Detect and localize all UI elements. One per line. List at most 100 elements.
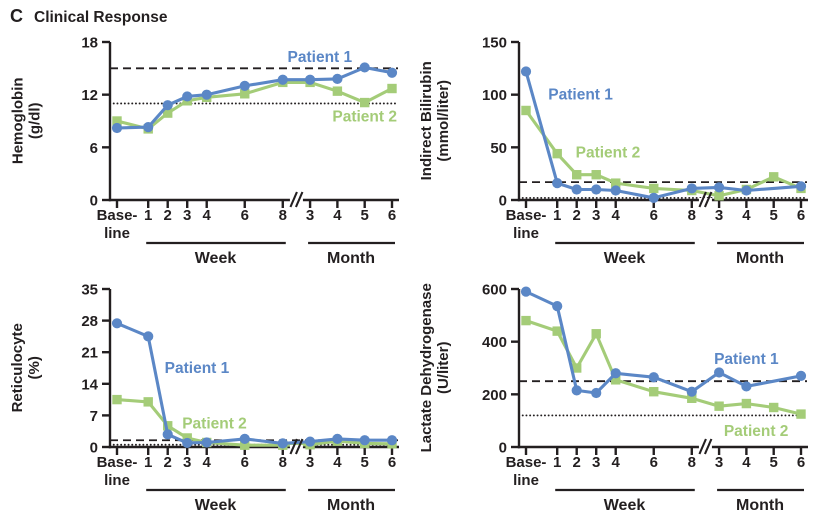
baseline-label: Base- [97, 454, 138, 471]
patient-1-label: Patient 1 [548, 87, 613, 104]
y-tick-label: 21 [81, 345, 98, 362]
circle-data-point-marker [359, 62, 370, 73]
baseline-label: line [513, 472, 539, 489]
circle-data-point-marker [386, 67, 398, 78]
circle-data-point-marker [648, 372, 659, 383]
patient-2-series: Patient 2 [521, 105, 806, 201]
circle-data-point-marker [332, 433, 343, 444]
circle-data-point-marker [277, 74, 288, 85]
axis-break-slash [294, 191, 304, 208]
y-axis-title-text: Indirect Bilirubin (mmol/liter) [418, 61, 453, 180]
circle-data-point-marker [162, 429, 173, 440]
x-tick-label: 3 [183, 207, 191, 224]
y-tick-label: 200 [482, 387, 507, 404]
patient-2-label: Patient 2 [182, 416, 247, 433]
y-tick-label: 28 [81, 313, 98, 330]
square-data-point-marker [240, 440, 250, 450]
patient-2-label: Patient 2 [724, 423, 789, 440]
square-data-point-marker [240, 89, 250, 99]
x-tick-label: 3 [715, 454, 723, 471]
circle-data-point-marker [304, 74, 316, 85]
y-tick-label: 0 [499, 440, 507, 457]
month-axis-label: Month [736, 497, 784, 514]
x-tick-label: 5 [361, 454, 369, 471]
x-tick-label: 3 [715, 207, 723, 224]
week-axis-label: Week [195, 497, 237, 514]
circle-data-point-marker [143, 331, 154, 342]
square-data-point-marker [768, 402, 779, 413]
circle-data-point-marker [648, 192, 659, 203]
circle-data-point-marker [201, 437, 212, 448]
axis-break-gap [289, 198, 303, 202]
square-data-point-marker [611, 375, 621, 385]
y-axis-title-line1: Hemoglobin [9, 77, 27, 165]
axes: 0 50 100 150 [482, 35, 808, 210]
x-tick-label: 3 [592, 207, 600, 224]
axis-break-slash [698, 191, 707, 208]
y-tick-label: 0 [90, 193, 98, 210]
x-tick-label: 3 [306, 454, 314, 471]
y-tick-label: 0 [499, 193, 507, 210]
square-data-point-marker [143, 397, 153, 407]
baseline-label: Base- [97, 207, 138, 224]
chart-cell-lactate-dehydrogenase: Lactate Dehydrogenase (U/liter) 0 200 400 6… [409, 273, 818, 520]
baseline-label: line [104, 225, 130, 242]
x-tick-label: 2 [164, 454, 172, 471]
x-tick-label: 4 [742, 454, 751, 471]
x-tick-label: 4 [203, 454, 212, 471]
circle-data-point-marker [304, 436, 316, 447]
circle-data-point-marker [610, 185, 621, 196]
x-tick-label: 6 [650, 454, 658, 471]
square-data-point-marker [552, 326, 562, 336]
square-data-point-marker [611, 178, 621, 188]
y-axis-title-line2: (U/liter) [435, 341, 453, 395]
baseline-label: line [513, 225, 539, 242]
square-data-point-marker [687, 393, 697, 403]
chart-cell-indirect-bilirubin: Indirect Bilirubin (mmol/liter) 0 50 100 15… [409, 26, 818, 273]
x-tick-label: 3 [592, 454, 600, 471]
x-tick-label: 2 [573, 454, 581, 471]
y-tick-label: 7 [90, 408, 98, 425]
y-axis-title-hemoglobin: Hemoglobin (g/dl) [0, 26, 54, 216]
y-axis-title-text: Reticulocyte (%) [9, 323, 44, 412]
baseline-label: Base- [506, 454, 547, 471]
circle-data-point-marker [359, 435, 370, 446]
square-data-point-marker [714, 191, 724, 201]
square-data-point-marker [521, 315, 531, 326]
patient-1-series: Patient 1 [520, 66, 807, 203]
x-tick-label: 5 [770, 454, 778, 471]
x-tick-label: 4 [612, 454, 621, 471]
x-tick-label: 8 [688, 207, 696, 224]
square-data-point-marker [332, 86, 343, 96]
x-tick-label: 1 [144, 454, 152, 471]
patient-2-label: Patient 2 [576, 145, 641, 162]
x-tick-label: 1 [144, 207, 152, 224]
square-data-point-marker [714, 401, 724, 411]
y-tick-label: 150 [482, 35, 507, 52]
chart-cell-reticulocyte: Reticulocyte (%) 0 7 14 21 28 35 Base-line 1 2 3 4… [0, 273, 409, 520]
circle-data-point-marker [591, 184, 602, 195]
month-axis-label: Month [327, 250, 375, 267]
x-tick-label: 4 [742, 207, 751, 224]
circle-data-point-marker [686, 183, 697, 194]
circle-data-point-marker [182, 437, 193, 449]
patient-2-label: Patient 2 [332, 109, 397, 126]
axes: 0 7 14 21 28 35 [81, 282, 399, 457]
charts-grid: Hemoglobin (g/dl) 0 6 12 18 Base-line 1 2 3 4 6 8 3… [0, 26, 818, 521]
circle-data-point-marker [571, 184, 582, 195]
y-tick-label: 35 [81, 282, 98, 299]
circle-data-point-marker [143, 122, 154, 133]
figure-panel-header: C Clinical Response [10, 6, 168, 27]
circle-data-point-marker [552, 178, 563, 189]
x-tick-label: 6 [241, 207, 249, 224]
square-data-point-marker [649, 183, 659, 194]
y-axis-title-reticulocyte: Reticulocyte (%) [0, 273, 54, 463]
figure-title: Clinical Response [34, 9, 168, 26]
x-tick-label: 6 [797, 207, 805, 224]
y-axis-title-line2: (mmol/liter) [435, 80, 452, 162]
chart-cell-hemoglobin: Hemoglobin (g/dl) 0 6 12 18 Base-line 1 2 3 4 6 8 3… [0, 26, 409, 273]
y-tick-label: 0 [90, 440, 98, 457]
x-tick-label: 6 [388, 207, 396, 224]
